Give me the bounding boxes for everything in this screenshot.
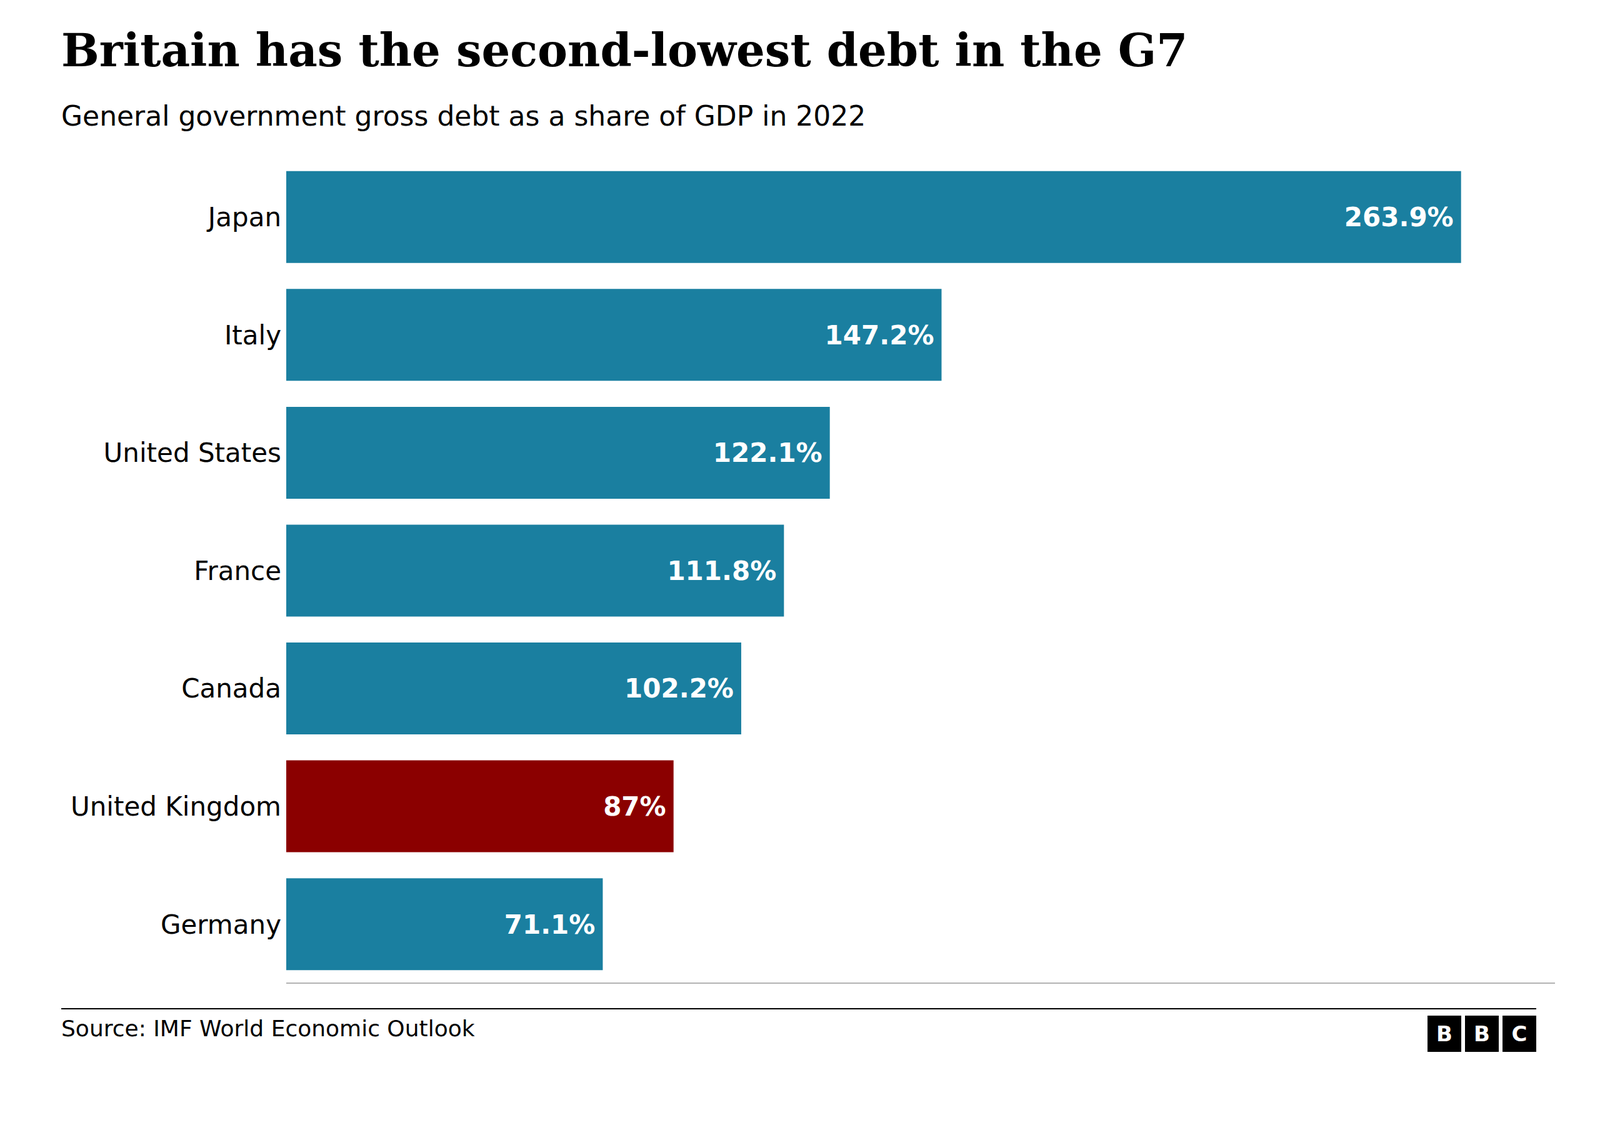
html-text:Source: IMF World Economic Out: Source: IMF World Economic Outlook — [61, 1015, 475, 1042]
html-text:General government gross debt: General government gross debt as a share… — [61, 100, 866, 133]
html-text:B: B — [1473, 1021, 1490, 1047]
svg-text:Italy: Italy — [224, 320, 282, 351]
svg-text:Canada: Canada — [181, 673, 282, 705]
svg-text:111.8%: 111.8% — [666, 555, 777, 587]
svg-text:71.1%: 71.1% — [504, 909, 596, 940]
svg-text:102.2%: 102.2% — [624, 673, 734, 705]
html-text:C: C — [1511, 1021, 1528, 1047]
svg-text:United States: United States — [103, 438, 282, 469]
html-text:Britain has the second-lowest: Britain has the second-lowest debt in th… — [61, 23, 1188, 77]
svg-text:Japan: Japan — [206, 201, 282, 233]
svg-text:Germany: Germany — [160, 909, 282, 940]
html-text:B: B — [1436, 1021, 1453, 1047]
svg-text:France: France — [193, 555, 282, 587]
svg-text:87%: 87% — [603, 791, 667, 822]
svg-text:122.1%: 122.1% — [713, 437, 823, 469]
svg-text:263.9%: 263.9% — [1344, 201, 1454, 233]
svg-text:147.2%: 147.2% — [825, 320, 935, 351]
svg-text:United Kingdom: United Kingdom — [70, 791, 282, 822]
